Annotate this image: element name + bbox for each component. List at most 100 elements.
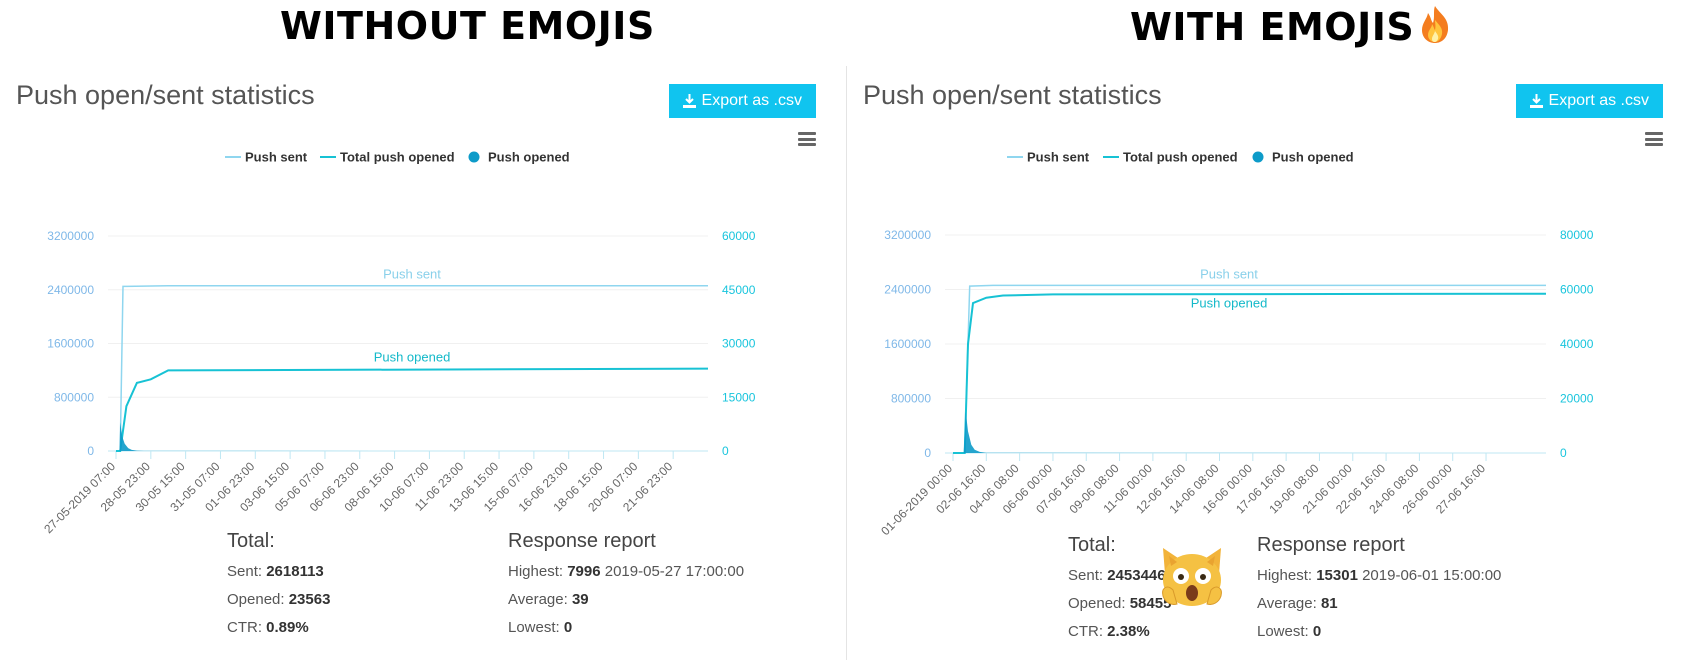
average-row: Average: 39 <box>508 591 744 609</box>
opened-row: Opened: 58455 <box>1068 595 1171 613</box>
sent-value: 2453446 <box>1107 567 1166 584</box>
average-label: Average: <box>508 591 568 608</box>
ctr-label: CTR: <box>1068 623 1103 640</box>
sent-value: 2618113 <box>266 563 324 580</box>
lowest-label: Lowest: <box>508 619 560 636</box>
totals-header: Total: <box>227 530 275 552</box>
highest-row: Highest: 7996 2019-05-27 17:00:00 <box>508 563 744 581</box>
y-right-tick-label: 60000 <box>1560 283 1594 297</box>
chart-title: Push open/sent statistics <box>16 80 315 110</box>
annotation-push-opened: Push opened <box>374 350 451 365</box>
y-left-tick-label: 0 <box>924 446 931 460</box>
totals-block: Total: Sent: 2453446 Opened: 58455 CTR: … <box>1068 534 1171 651</box>
export-csv-button[interactable]: Export as .csv <box>1515 84 1663 118</box>
totals-block: Total: Sent: 2618113 Opened: 23563 CTR: … <box>227 530 330 647</box>
y-right-tick-label: 40000 <box>1560 337 1594 351</box>
opened-value: 23563 <box>288 591 331 608</box>
panel-divider <box>846 66 847 660</box>
lowest-row: Lowest: 0 <box>508 619 744 637</box>
response-report-block: Response report Highest: 7996 2019-05-27… <box>508 530 744 647</box>
annotation-push-sent: Push sent <box>1200 266 1258 281</box>
ctr-value: 2.38% <box>1107 623 1150 640</box>
sent-row: Sent: 2453446 <box>1068 567 1171 585</box>
sent-label: Sent: <box>227 563 263 580</box>
heading-with-emojis: WITH EMOJIS <box>1130 4 1454 49</box>
annotation-push-opened: Push opened <box>1191 296 1268 311</box>
average-value: 81 <box>1320 595 1338 612</box>
opened-label: Opened: <box>1068 595 1126 612</box>
annotation-push-sent: Push sent <box>383 267 441 282</box>
download-icon <box>682 94 696 108</box>
highest-label: Highest: <box>508 563 564 580</box>
sent-label: Sent: <box>1068 567 1104 584</box>
y-right-tick-label: 0 <box>1560 446 1567 460</box>
y-right-tick-label: 30000 <box>722 337 756 351</box>
y-left-tick-label: 1600000 <box>884 337 931 351</box>
heading-without-emojis: WITHOUT EMOJIS <box>280 4 655 48</box>
y-left-tick-label: 0 <box>87 444 94 458</box>
sent-row: Sent: 2618113 <box>227 563 330 581</box>
ctr-row: CTR: 2.38% <box>1068 623 1171 641</box>
highest-value: 15301 <box>1316 567 1358 584</box>
legend-swatch <box>468 151 480 163</box>
opened-value: 58455 <box>1129 595 1172 612</box>
lowest-label: Lowest: <box>1257 623 1309 640</box>
lowest-value: 0 <box>1312 623 1322 640</box>
ctr-label: CTR: <box>227 619 262 636</box>
highest-value: 7996 <box>567 563 601 580</box>
download-icon <box>1529 94 1543 108</box>
legend-item: Push sent <box>1027 150 1090 165</box>
y-left-tick-label: 2400000 <box>47 283 94 297</box>
y-right-tick-label: 0 <box>722 444 729 458</box>
export-csv-label: Export as .csv <box>1548 92 1649 109</box>
highest-time: 2019-05-27 17:00:00 <box>604 563 745 580</box>
series-push-opened <box>953 411 1546 453</box>
series-total-push-opened <box>116 367 709 452</box>
y-right-tick-label: 60000 <box>722 229 756 243</box>
y-right-tick-label: 80000 <box>1560 228 1594 242</box>
response-report-header: Response report <box>508 530 656 552</box>
highest-time: 2019-06-01 15:00:00 <box>1362 567 1502 584</box>
y-right-tick-label: 45000 <box>722 283 756 297</box>
scared-cat-emoji-icon <box>1162 548 1222 606</box>
chart-menu-icon[interactable] <box>798 132 816 146</box>
push-statistics-chart: Push sent Total push opened Push opened 0 80… <box>878 150 1594 539</box>
ctr-value: 0.89% <box>266 619 309 636</box>
ctr-row: CTR: 0.89% <box>227 619 330 637</box>
legend-item: Total push opened <box>1123 150 1238 165</box>
chart-legend: Push sent Total push opened Push opened <box>1007 150 1354 165</box>
y-left-tick-label: 3200000 <box>884 228 931 242</box>
opened-label: Opened: <box>227 591 285 608</box>
legend-item: Push opened <box>1272 150 1354 165</box>
panel-with-emojis: Push open/sent statistics Export as .csv… <box>847 66 1690 660</box>
legend-item: Total push opened <box>340 150 455 165</box>
response-report-block: Response report Highest: 15301 2019-06-0… <box>1257 534 1501 651</box>
legend-swatch <box>1252 151 1264 163</box>
y-left-tick-label: 800000 <box>54 390 94 404</box>
export-csv-label: Export as .csv <box>701 92 802 109</box>
lowest-row: Lowest: 0 <box>1257 623 1501 641</box>
chart-title: Push open/sent statistics <box>863 80 1162 110</box>
legend-item: Push sent <box>245 150 308 165</box>
highest-label: Highest: <box>1257 567 1313 584</box>
fire-emoji-icon <box>1422 6 1449 43</box>
y-left-tick-label: 3200000 <box>47 229 94 243</box>
y-left-tick-label: 1600000 <box>47 337 94 351</box>
highest-row: Highest: 15301 2019-06-01 15:00:00 <box>1257 567 1501 585</box>
lowest-value: 0 <box>563 619 573 636</box>
legend-item: Push opened <box>488 150 570 165</box>
totals-header: Total: <box>1068 534 1116 556</box>
heading-with-emojis-text: WITH EMOJIS <box>1130 5 1415 49</box>
response-report-header: Response report <box>1257 534 1405 556</box>
push-statistics-chart: Push sent Total push opened Push opened 0 80… <box>41 150 756 537</box>
chart-menu-icon[interactable] <box>1645 132 1663 146</box>
y-right-tick-label: 20000 <box>1560 392 1594 406</box>
average-value: 39 <box>571 591 589 608</box>
export-csv-button[interactable]: Export as .csv <box>668 84 816 118</box>
panel-without-emojis: Push open/sent statistics Export as .csv… <box>0 66 846 660</box>
average-row: Average: 81 <box>1257 595 1501 613</box>
average-label: Average: <box>1257 595 1317 612</box>
series-push-opened <box>116 422 708 451</box>
opened-row: Opened: 23563 <box>227 591 330 609</box>
series-total-push-opened <box>953 292 1547 454</box>
